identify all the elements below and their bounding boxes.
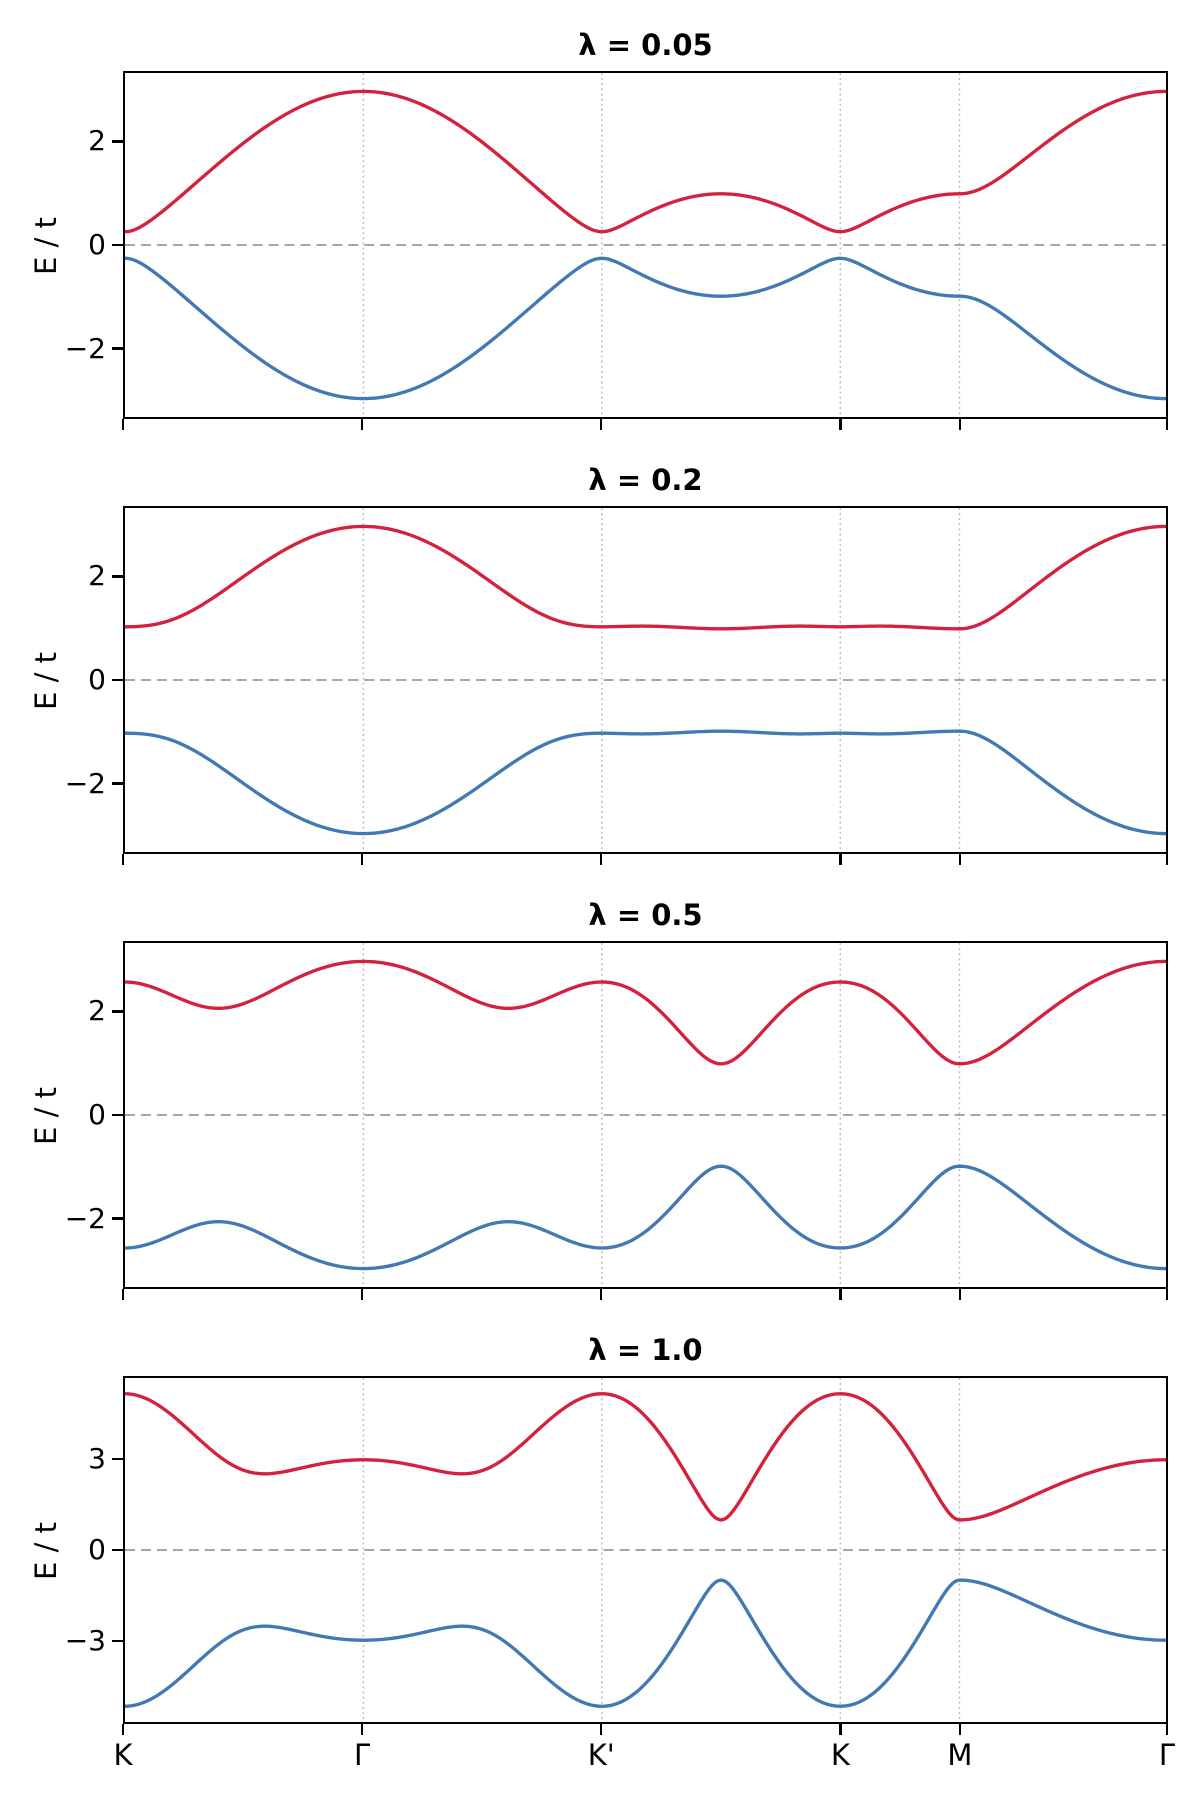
x-tick-mark [1165,1724,1169,1735]
upper-band-curve [125,959,1166,1066]
y-tick-mark [112,1640,123,1643]
x-tick-label: Γ [354,1738,371,1772]
y-tick-mark [112,1457,123,1460]
y-tick-label: −3 [64,1624,106,1658]
x-tick-label: K [830,1738,850,1772]
x-tick-mark [360,854,364,865]
y-tick-label: −2 [64,766,106,800]
upper-band-curve [125,524,1166,631]
x-tick-mark [121,854,125,865]
band-plot-svg [125,943,1166,1287]
x-tick-mark [1165,854,1169,865]
y-tick-mark [112,678,123,682]
y-tick-label: 0 [88,1098,106,1131]
plot-area [123,1376,1168,1724]
lower-band-curve [125,1164,1166,1271]
x-tick-mark [360,419,364,430]
x-tick-label: M [947,1738,973,1772]
x-tick-mark [958,854,962,865]
y-tick-mark [112,1010,123,1013]
y-tick-mark [112,1217,123,1220]
y-tick-label: 2 [88,124,106,158]
y-tick-label: 2 [88,994,106,1028]
y-tick-label: 2 [88,559,106,593]
y-tick-mark [112,1548,123,1552]
x-tick-mark [600,1724,603,1735]
x-tick-mark [600,854,603,865]
x-tick-mark [1165,419,1169,430]
band-plot-svg [125,1378,1166,1722]
subplot-title: λ = 0.05 [578,28,713,62]
upper-band-curve [125,89,1166,234]
subplot-title: λ = 1.0 [588,1333,703,1367]
x-tick-mark [360,1289,364,1300]
x-tick-mark [839,1289,842,1300]
x-tick-mark [958,419,962,430]
y-tick-mark [112,140,123,143]
y-tick-label: 0 [88,228,106,261]
y-tick-mark [112,347,123,350]
x-tick-mark [121,1289,125,1300]
x-tick-mark [839,419,842,430]
x-tick-mark [1165,1289,1169,1300]
lower-band-curve [125,256,1166,401]
plot-area [123,506,1168,854]
x-tick-label: K' [587,1738,615,1772]
y-tick-label: −2 [64,1201,106,1235]
plot-area [123,71,1168,419]
y-tick-label: −2 [64,331,106,365]
subplot-lambda-0.2: λ = 0.2 E / t −2 0 2 [0,463,1200,926]
x-tick-label: Γ [1158,1738,1176,1772]
subplot-title: λ = 0.2 [588,463,703,497]
y-tick-label: 0 [88,663,106,696]
x-tick-mark [600,1289,603,1300]
y-tick-mark [112,243,123,247]
subplot-lambda-0.05: λ = 0.05 E / t −2 0 2 [0,28,1200,491]
x-tick-mark [839,1724,842,1735]
x-tick-mark [600,419,603,430]
y-tick-label: 3 [88,1441,106,1475]
x-tick-mark [121,419,125,430]
y-tick-mark [112,575,123,578]
x-tick-mark [958,1289,962,1300]
x-tick-mark [839,854,842,865]
subplot-lambda-0.5: λ = 0.5 E / t −2 0 2 [0,898,1200,1361]
subplot-title: λ = 0.5 [588,898,703,932]
plot-area [123,941,1168,1289]
y-tick-mark [112,782,123,785]
band-plot-svg [125,508,1166,852]
lower-band-curve [125,729,1166,836]
subplot-lambda-1.0: λ = 1.0 E / t −3 0 3 K Γ K' K M Γ [0,1333,1200,1796]
upper-band-curve [125,1392,1166,1522]
band-plot-svg [125,73,1166,417]
x-tick-mark [360,1724,364,1735]
y-tick-mark [112,1113,123,1117]
y-tick-label: 0 [88,1533,106,1566]
x-tick-mark [958,1724,962,1735]
x-tick-mark [121,1724,125,1735]
x-tick-label: K [113,1738,133,1772]
lower-band-curve [125,1578,1166,1708]
